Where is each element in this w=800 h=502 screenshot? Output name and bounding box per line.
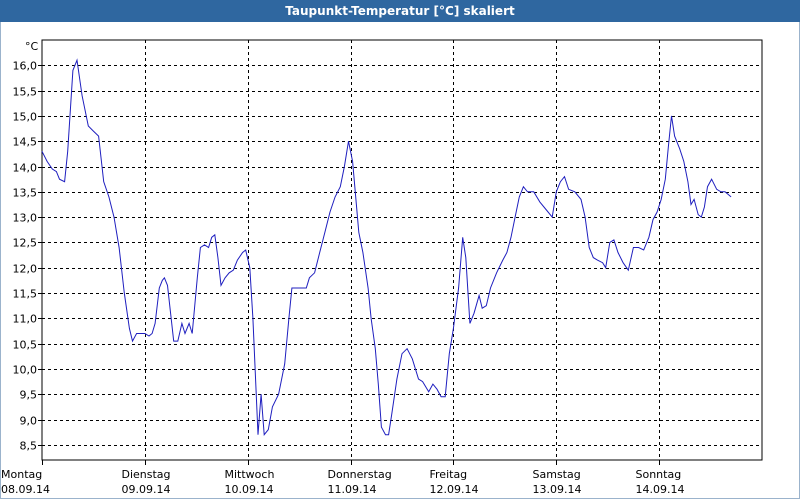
x-tick-label-day: Sonntag [636, 468, 682, 481]
y-tick-label: 9,0 [20, 415, 38, 428]
y-axis-unit-label: °C [25, 40, 39, 53]
x-tick-label-day: Dienstag [122, 468, 171, 481]
x-tick-label-day: Montag [1, 468, 42, 481]
x-tick-label-date: 11.09.14 [328, 483, 377, 496]
x-tick-label-date: 14.09.14 [636, 483, 685, 496]
x-tick-label-day: Donnerstag [328, 468, 392, 481]
y-tick-label: 12,0 [13, 263, 38, 276]
y-tick-label: 11,0 [13, 313, 38, 326]
x-tick-label-day: Samstag [533, 468, 581, 481]
y-tick-label: 10,5 [13, 339, 38, 352]
y-tick-label: 9,5 [20, 389, 38, 402]
chart-window-title: Taupunkt-Temperatur [°C] skaliert [0, 0, 800, 22]
grid [42, 40, 762, 460]
y-tick-label: 11,5 [13, 288, 38, 301]
y-tick-label: 14,0 [13, 162, 38, 175]
dewpoint-chart: 8,5 9,0 9,5 10,0 10,5 11,0 11,5 12,0 12,5 13,0 13,… [1, 39, 763, 497]
y-tick-label: 14,5 [13, 136, 38, 149]
y-tick-label: 12,5 [13, 237, 38, 250]
x-tick-label-date: 10.09.14 [225, 483, 274, 496]
y-tick-label: 15,0 [13, 111, 38, 124]
x-tick-label-day: Mittwoch [225, 468, 275, 481]
series [41, 58, 732, 436]
y-tick-label: 13,0 [13, 212, 38, 225]
tick-labels: 8,5 9,0 9,5 10,0 10,5 11,0 11,5 12,0 12,5 13,0 13,… [1, 60, 684, 497]
y-tick-label: 13,5 [13, 187, 38, 200]
x-tick-label-date: 12.09.14 [430, 483, 479, 496]
x-tick-label-date: 08.09.14 [1, 483, 50, 496]
axes [38, 39, 763, 465]
dewpoint-series-line [41, 58, 732, 436]
y-tick-label: 15,5 [13, 86, 38, 99]
plot-area-border [41, 39, 763, 461]
y-tick-label: 8,5 [20, 440, 38, 453]
chart-frame: 8,5 9,0 9,5 10,0 10,5 11,0 11,5 12,0 12,5 13,0 13,… [0, 22, 800, 499]
y-tick-label: 16,0 [13, 60, 38, 73]
x-tick-label-date: 09.09.14 [122, 483, 171, 496]
x-tick-label-day: Freitag [430, 468, 468, 481]
y-tick-label: 10,0 [13, 364, 38, 377]
x-tick-label-date: 13.09.14 [533, 483, 582, 496]
